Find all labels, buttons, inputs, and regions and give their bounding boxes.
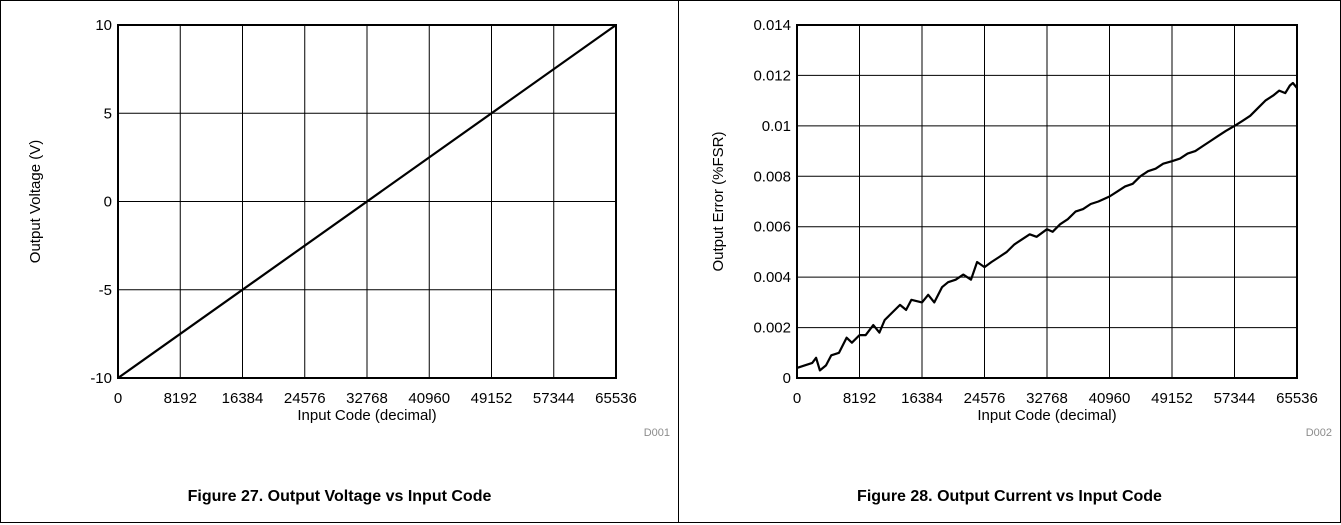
y-tick-label: -10 xyxy=(90,370,112,387)
x-tick-label: 40960 xyxy=(408,390,450,407)
y-tick-label: -5 xyxy=(99,282,112,299)
x-tick-label: 24576 xyxy=(964,390,1006,407)
figure-caption: Figure 28. Output Current vs Input Code xyxy=(857,488,1162,505)
x-tick-label: 49152 xyxy=(471,390,513,407)
figure-code: D001 xyxy=(644,427,670,439)
data-series-line xyxy=(796,81,1298,372)
data-series-line xyxy=(117,24,617,379)
y-tick-label: 10 xyxy=(95,17,112,34)
x-tick-label: 24576 xyxy=(284,390,326,407)
x-tick-label: 16384 xyxy=(901,390,943,407)
y-tick-label: 0.014 xyxy=(753,17,791,34)
x-tick-label: 65536 xyxy=(1276,390,1318,407)
x-tick-label: 40960 xyxy=(1089,390,1131,407)
y-axis-label: Output Voltage (V) xyxy=(27,140,44,263)
plot-area-frame xyxy=(117,24,617,379)
y-tick-label: 0 xyxy=(104,194,112,211)
y-tick-label: 0.012 xyxy=(753,67,791,84)
x-tick-label: 65536 xyxy=(595,390,637,407)
x-axis-label: Input Code (decimal) xyxy=(297,407,436,424)
plot-area-frame xyxy=(796,24,1298,379)
x-tick-label: 32768 xyxy=(1026,390,1068,407)
y-tick-label: 0 xyxy=(783,370,791,387)
y-tick-label: 0.006 xyxy=(753,219,791,236)
x-tick-label: 8192 xyxy=(164,390,197,407)
x-tick-label: 16384 xyxy=(222,390,264,407)
y-tick-label: 0.008 xyxy=(753,168,791,185)
chart-panel-voltage: 0 8192 16384 24576 32768 40960 49152 57344 65536… xyxy=(0,0,679,523)
x-axis-label: Input Code (decimal) xyxy=(977,407,1116,424)
figure-caption: Figure 27. Output Voltage vs Input Code xyxy=(187,488,492,505)
chart-output-error: 0 8192 16384 24576 32768 40960 49152 57344 65536… xyxy=(710,17,1332,439)
y-tick-label: 5 xyxy=(104,105,112,122)
x-tick-label: 0 xyxy=(114,390,122,407)
y-tick-label: 0.01 xyxy=(762,118,791,135)
chart-panel-error: 0 8192 16384 24576 32768 40960 49152 57344 65536… xyxy=(678,0,1341,523)
y-tick-label: 0.004 xyxy=(753,269,791,286)
y-axis-label: Output Error (%FSR) xyxy=(710,131,727,271)
x-tick-label: 8192 xyxy=(843,390,876,407)
x-tick-label: 0 xyxy=(793,390,801,407)
x-tick-label: 57344 xyxy=(1214,390,1256,407)
x-tick-label: 49152 xyxy=(1151,390,1193,407)
figure-code: D002 xyxy=(1306,427,1332,439)
x-tick-label: 57344 xyxy=(533,390,575,407)
chart-voltage: 0 8192 16384 24576 32768 40960 49152 57344 65536… xyxy=(27,17,670,439)
y-tick-label: 0.002 xyxy=(753,320,791,337)
x-tick-label: 32768 xyxy=(346,390,388,407)
